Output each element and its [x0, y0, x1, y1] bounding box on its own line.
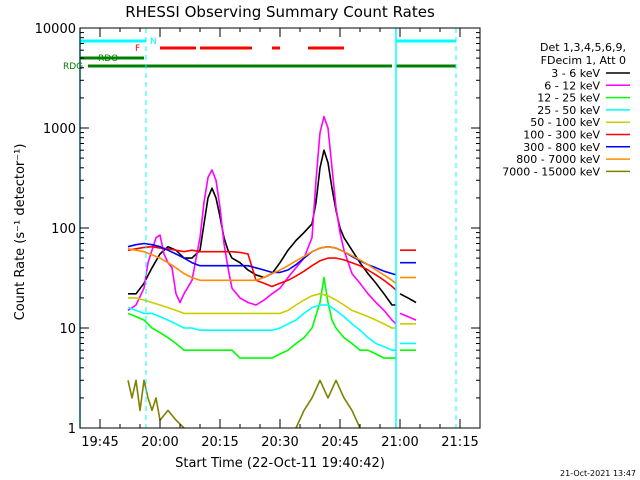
legend-entry-label: 6 - 12 keV [544, 79, 600, 92]
chart-title: RHESSI Observing Summary Count Rates [125, 3, 435, 21]
legend-entry-label: 100 - 300 keV [523, 129, 600, 142]
x-axis-label: Start Time (22-Oct-11 19:40:42) [175, 456, 385, 471]
y-tick-label: 10000 [35, 22, 76, 37]
flag-label-rdg: RDG [63, 62, 83, 72]
series-line-6-12-kev [399, 312, 417, 321]
axes: 19:45 20:00 20:15 20:30 20:45 21:00 21:15 1 10 10… [35, 22, 481, 450]
series-layer [127, 115, 417, 429]
flag-bars: NF RDO RDG [63, 37, 456, 72]
plot-area [80, 28, 480, 428]
series-line-12-25-kev [127, 276, 396, 359]
x-tick-label: 19:45 [81, 435, 118, 450]
x-tick-label: 20:45 [321, 435, 358, 450]
legend-entry-label: 25 - 50 keV [537, 104, 600, 117]
flag-label-rdo: RDO [98, 54, 118, 64]
series-line-25-50-kev [127, 304, 396, 351]
legend-header: FDecim 1, Att 0 [541, 54, 626, 67]
legend-entry-label: 50 - 100 keV [530, 116, 600, 129]
legend-header: Det 1,3,4,5,6,9, [540, 41, 626, 54]
timestamp: 21-Oct-2021 13:47 [560, 469, 636, 478]
legend-entry-label: 12 - 25 keV [537, 92, 600, 105]
series-line-800-7000-kev [127, 245, 397, 284]
series-line-7000-15000-kev [295, 379, 361, 429]
legend-entry-label: 7000 - 15000 keV [502, 165, 600, 178]
series-line-50-100-kev [128, 293, 396, 329]
x-tick-label: 20:00 [141, 435, 178, 450]
flag-label-f: F [135, 44, 140, 54]
y-tick-label: 100 [51, 222, 76, 237]
series-line-100-300-kev [127, 245, 397, 291]
y-axis-label: Count Rate (s⁻¹ detector⁻¹) [13, 144, 28, 321]
y-tick-label: 10 [59, 322, 76, 337]
x-tick-label: 20:30 [261, 435, 298, 450]
y-tick-label: 1000 [43, 122, 76, 137]
series-line-3-6-kev [399, 293, 417, 304]
flag-label-n: N [150, 37, 157, 47]
legend-entry-label: 800 - 7000 keV [516, 153, 600, 166]
legend-entry-label: 300 - 800 keV [523, 141, 600, 154]
x-tick-label: 21:15 [441, 435, 478, 450]
plot-background [80, 28, 480, 428]
series-line-7000-15000-kev [127, 379, 185, 429]
legend: Det 1,3,4,5,6,9,FDecim 1, Att 03 - 6 keV… [502, 41, 630, 178]
series-line-6-12-kev [127, 115, 397, 325]
y-tick-label: 1 [68, 422, 76, 437]
x-tick-label: 20:15 [201, 435, 238, 450]
legend-entry-label: 3 - 6 keV [551, 67, 600, 80]
x-tick-label: 21:00 [381, 435, 418, 450]
